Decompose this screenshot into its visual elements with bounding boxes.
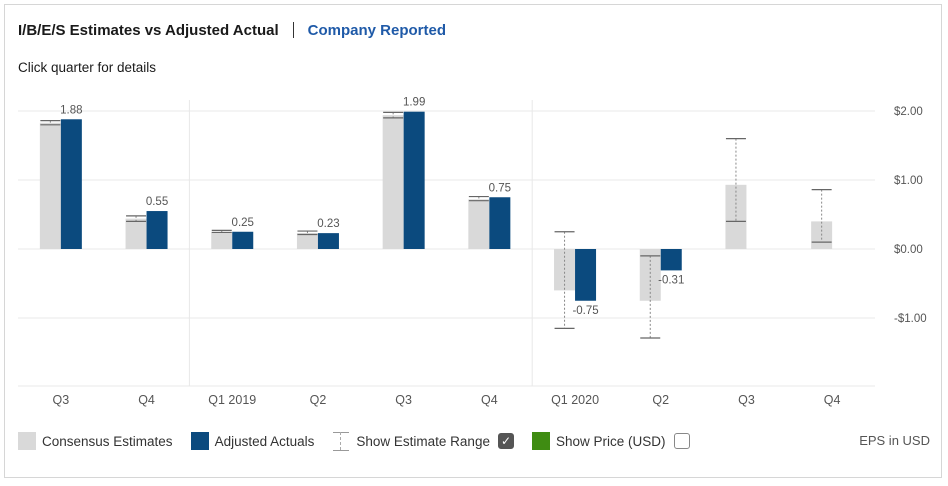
actuals-swatch (190, 432, 209, 450)
actual-bar (60, 119, 82, 249)
legend-consensus: Consensus Estimates (18, 432, 173, 450)
actual-bar (575, 249, 597, 301)
legend-price-label: Show Price (USD) (555, 433, 666, 449)
legend-consensus-label: Consensus Estimates (42, 433, 173, 449)
x-tick-label[interactable]: Q4 (138, 393, 155, 407)
actual-value-label: 0.55 (146, 196, 168, 208)
x-tick-label[interactable]: Q1 2019 (208, 393, 256, 407)
consensus-swatch (18, 432, 36, 450)
actual-bar (317, 233, 339, 249)
actual-bar (232, 231, 254, 249)
actual-bar (403, 111, 425, 249)
actual-value-label: 1.99 (403, 97, 425, 109)
tab-ibes-estimates[interactable]: I/B/E/S Estimates vs Adjusted Actual (18, 21, 279, 39)
consensus-bar (211, 231, 233, 249)
consensus-bar (468, 199, 490, 249)
legend-estimate-range: Show Estimate Range ✓ (332, 430, 514, 452)
actual-bar (660, 249, 682, 271)
legend-price: Show Price (USD) (531, 432, 690, 450)
actual-value-label: -0.75 (572, 305, 598, 317)
x-tick-label[interactable]: Q4 (481, 393, 498, 407)
legend-actuals-label: Adjusted Actuals (214, 433, 315, 449)
x-tick-label[interactable]: Q2 (310, 393, 327, 407)
price-swatch (531, 432, 550, 450)
tab-separator (292, 22, 294, 38)
consensus-bar (39, 122, 61, 249)
consensus-bar (125, 218, 147, 249)
estimate-range-checkbox[interactable]: ✓ (497, 433, 514, 449)
y-tick-label: -$1.00 (894, 313, 927, 325)
y-tick-label: $2.00 (894, 106, 923, 118)
consensus-bar (725, 184, 747, 249)
y-tick-label: $1.00 (894, 175, 923, 187)
x-tick-label[interactable]: Q4 (824, 393, 841, 407)
consensus-bar (296, 233, 318, 249)
y-tick-label: $0.00 (894, 244, 923, 256)
x-tick-label[interactable]: Q2 (652, 393, 669, 407)
x-tick-label[interactable]: Q3 (738, 393, 755, 407)
actual-value-label: -0.31 (658, 274, 684, 286)
consensus-bar (382, 115, 404, 249)
eps-units-label: EPS in USD (859, 433, 930, 448)
actual-value-label: 0.75 (489, 182, 511, 194)
actual-value-label: 1.88 (60, 104, 82, 116)
x-tick-label[interactable]: Q3 (395, 393, 412, 407)
x-tick-label[interactable]: Q3 (53, 393, 70, 407)
range-icon (332, 430, 350, 452)
chart-header: I/B/E/S Estimates vs Adjusted Actual Com… (18, 20, 446, 40)
actual-value-label: 0.25 (232, 217, 254, 229)
chart-legend: Consensus Estimates Adjusted Actuals Sho… (18, 430, 930, 452)
x-tick-label[interactable]: Q1 2020 (551, 393, 599, 407)
chart-instruction: Click quarter for details (18, 60, 157, 75)
legend-actuals: Adjusted Actuals (190, 432, 315, 450)
actual-bar (489, 197, 511, 249)
consensus-bar (639, 249, 661, 301)
show-price-checkbox[interactable] (673, 433, 690, 449)
tab-company-reported[interactable]: Company Reported (307, 21, 446, 39)
actual-value-label: 0.23 (317, 218, 339, 230)
actual-bar (146, 211, 168, 249)
legend-range-label: Show Estimate Range (356, 433, 490, 449)
